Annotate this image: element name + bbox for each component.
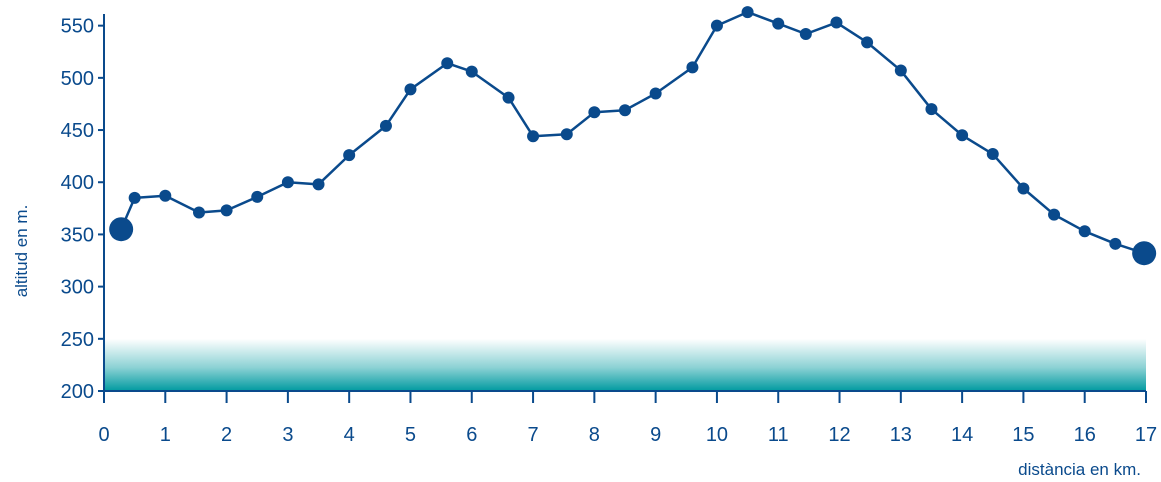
x-tick-label: 15 xyxy=(1012,424,1034,446)
y-tick-label: 350 xyxy=(61,224,94,246)
end-point xyxy=(1132,241,1157,266)
data-point xyxy=(619,104,631,117)
data-point xyxy=(312,178,325,191)
data-point xyxy=(193,206,206,219)
data-point xyxy=(956,129,969,142)
data-point xyxy=(560,128,573,141)
x-tick-label: 4 xyxy=(344,424,355,446)
x-tick-label: 16 xyxy=(1074,424,1096,446)
data-point xyxy=(925,103,938,116)
ground-band xyxy=(104,338,1146,391)
data-point xyxy=(649,87,662,100)
x-tick-label: 17 xyxy=(1135,424,1157,446)
x-tick-label: 3 xyxy=(282,424,293,446)
data-point xyxy=(830,16,843,29)
x-axis-title: distància en km. xyxy=(1018,460,1141,479)
y-tick-label: 450 xyxy=(61,120,94,142)
x-tick-label: 10 xyxy=(706,424,728,446)
data-point xyxy=(220,204,233,217)
x-tick-label: 2 xyxy=(221,424,232,446)
data-point xyxy=(986,148,999,161)
y-axis-title: altitud en m. xyxy=(12,205,31,298)
data-point xyxy=(686,61,699,74)
y-tick-label: 550 xyxy=(61,16,94,38)
data-point xyxy=(527,130,540,143)
data-point xyxy=(251,190,264,203)
x-tick-label: 7 xyxy=(527,424,538,446)
x-tick-label: 1 xyxy=(160,424,171,446)
data-point xyxy=(741,6,754,19)
data-point xyxy=(710,19,723,32)
x-tick-label: 9 xyxy=(650,424,661,446)
y-tick-label: 200 xyxy=(61,381,94,403)
data-point xyxy=(1109,237,1122,250)
data-point xyxy=(1048,208,1061,221)
data-point xyxy=(128,191,141,204)
x-tick-label: 8 xyxy=(589,424,600,446)
y-tick-label: 250 xyxy=(61,329,94,351)
data-point xyxy=(502,91,515,104)
data-point xyxy=(159,189,172,202)
x-tick-label: 12 xyxy=(828,424,850,446)
data-point xyxy=(379,119,392,132)
x-tick-label: 5 xyxy=(405,424,416,446)
start-point xyxy=(109,217,134,242)
x-tick-label: 14 xyxy=(951,424,973,446)
data-point xyxy=(799,28,812,41)
y-tick-label: 300 xyxy=(61,277,94,299)
data-point xyxy=(281,176,294,189)
x-tick-label: 13 xyxy=(890,424,912,446)
data-point xyxy=(1017,182,1030,195)
x-tick-label: 0 xyxy=(98,424,109,446)
x-tick-label: 6 xyxy=(466,424,477,446)
data-point xyxy=(343,149,356,162)
x-tick-label: 11 xyxy=(768,424,789,446)
data-point xyxy=(894,64,907,77)
data-point xyxy=(465,65,478,78)
data-point xyxy=(861,36,874,49)
data-point xyxy=(772,17,785,30)
data-point xyxy=(404,83,417,96)
elevation-line xyxy=(120,10,1145,255)
data-point xyxy=(1078,225,1091,238)
data-point xyxy=(588,106,601,119)
y-tick-label: 400 xyxy=(61,172,94,194)
y-tick-label: 500 xyxy=(61,68,94,90)
data-point xyxy=(441,57,454,70)
